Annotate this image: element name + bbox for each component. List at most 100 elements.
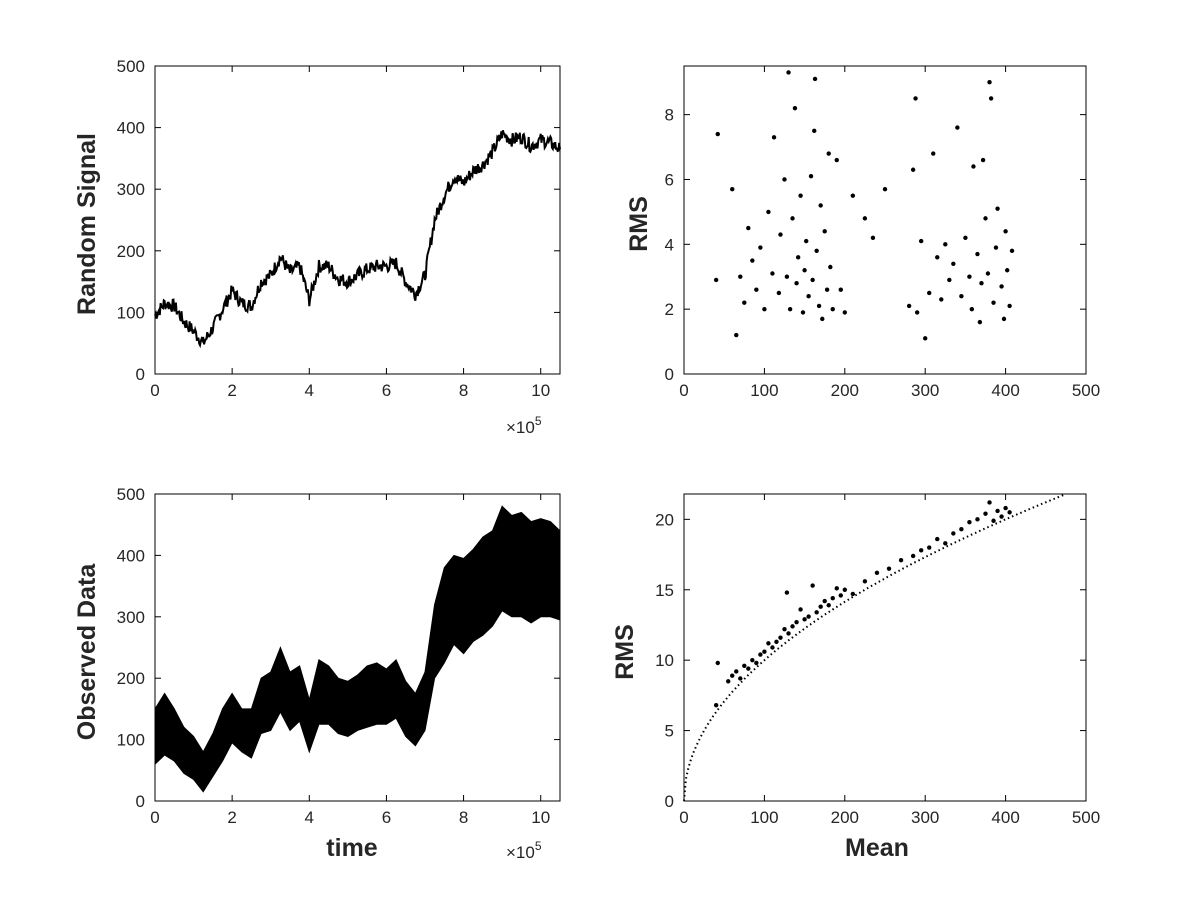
y-tick-label: 4 (665, 235, 674, 254)
data-point (824, 287, 830, 292)
y-tick-label: 300 (117, 180, 145, 199)
data-point (806, 293, 811, 299)
data-point (713, 703, 719, 708)
x-tick-label: 500 (1072, 381, 1100, 400)
data-point (814, 248, 819, 253)
data-point (758, 652, 763, 657)
y-tick-label: 20 (655, 510, 674, 529)
y-tick-label: 100 (117, 731, 145, 750)
plot-area (154, 65, 561, 375)
data-point (762, 649, 767, 654)
data-point (770, 645, 775, 650)
tick-marks (154, 65, 560, 375)
data-point (810, 277, 815, 283)
data-point (993, 245, 999, 250)
data-point (959, 527, 964, 532)
data-point (874, 570, 880, 576)
y-axis-label: Observed Data (73, 563, 101, 741)
data-point (790, 216, 795, 221)
data-point (776, 290, 782, 296)
x-multiplier: ×105 (506, 414, 542, 437)
data-point (820, 316, 825, 322)
data-point (792, 105, 798, 111)
data-point (918, 548, 924, 553)
data-point (935, 255, 940, 260)
data-point (778, 635, 783, 640)
data-point (980, 157, 986, 163)
data-point (778, 232, 783, 237)
data-point (770, 271, 775, 276)
data-point (910, 167, 916, 172)
x-tick-label: 0 (150, 381, 159, 400)
data-point (834, 157, 839, 163)
y-tick-label: 0 (665, 365, 674, 384)
y-tick-label: 0 (136, 792, 145, 811)
data-point (838, 287, 843, 292)
data-point (746, 666, 751, 671)
x-tick-label: 0 (150, 808, 159, 827)
x-tick-label: 4 (305, 381, 314, 400)
data-point (782, 626, 787, 632)
data-point (726, 679, 731, 684)
data-point (886, 566, 892, 571)
scatter-points (713, 500, 1012, 708)
y-tick-label: 100 (117, 303, 145, 322)
x-tick-label: 200 (831, 808, 859, 827)
data-point (975, 517, 980, 522)
data-point (955, 125, 960, 130)
data-point (784, 274, 790, 279)
y-tick-label: 300 (117, 608, 145, 627)
x-tick-label: 200 (831, 381, 859, 400)
data-point (771, 135, 777, 140)
x-tick-label: 100 (750, 381, 778, 400)
panel-rms-scatter: 0 100 200 300 400 500 0 2 4 6 8 RMS (625, 65, 1100, 400)
data-point (967, 519, 972, 525)
data-point (806, 614, 811, 619)
x-axis-label: time (326, 834, 378, 862)
y-tick-label: 200 (117, 669, 145, 688)
data-point (983, 216, 988, 221)
data-point (794, 281, 799, 286)
data-point (842, 587, 847, 592)
data-point (1001, 316, 1007, 322)
data-point (995, 508, 1000, 514)
scatter-points (713, 70, 1015, 341)
data-point (923, 336, 928, 341)
data-point (814, 610, 819, 615)
data-point (995, 206, 1000, 211)
data-point (913, 96, 918, 101)
data-point (862, 579, 868, 584)
data-point (830, 596, 835, 601)
y-axis-label: Random Signal (73, 133, 101, 315)
data-point (975, 251, 980, 257)
data-point (794, 619, 799, 625)
x-tick-label: 4 (305, 808, 314, 827)
x-tick-label: 10 (531, 381, 550, 400)
data-point (850, 193, 856, 198)
data-point (808, 174, 814, 179)
data-point (784, 590, 790, 595)
fit-curve (683, 493, 1067, 802)
data-point (988, 96, 994, 101)
y-tick-label: 0 (136, 365, 145, 384)
data-point (842, 310, 847, 315)
data-point (818, 203, 823, 208)
data-point (838, 593, 843, 598)
plot-area (683, 493, 1087, 802)
data-point (931, 151, 936, 156)
data-point (1003, 505, 1008, 511)
data-point (762, 306, 767, 312)
data-point (738, 274, 743, 279)
data-point (822, 598, 827, 604)
x-tick-label: 500 (1072, 808, 1100, 827)
x-tick-label: 6 (382, 381, 391, 400)
x-multiplier: ×105 (506, 839, 542, 862)
x-axis-label: Mean (845, 834, 909, 862)
data-point (882, 187, 888, 192)
data-point (977, 319, 983, 325)
data-point (730, 673, 735, 678)
observed-band (154, 505, 561, 793)
data-point (798, 607, 803, 612)
